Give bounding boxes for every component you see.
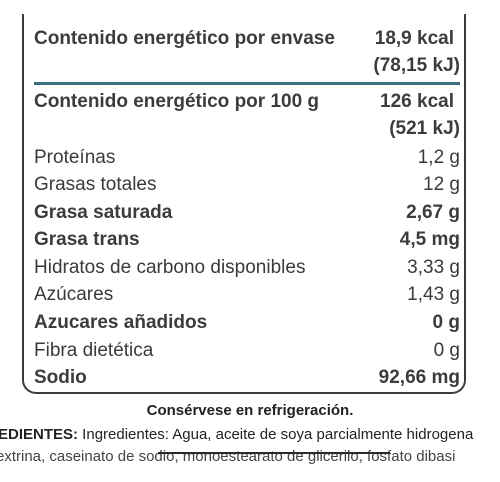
nutrient-row-grasas-totales: Grasas totales 12 g [34,173,460,197]
nutrient-row-sodio: Sodio 92,66 mg [34,366,460,390]
nutrient-label: Grasas totales [34,174,157,195]
nutrient-value: 2,67 g [406,202,460,223]
nutrient-row-proteinas: Proteínas 1,2 g [34,146,460,170]
energy-per-100g-kj: (521 kJ) [389,118,460,139]
nutrient-label: Sodio [34,367,87,388]
energy-per-100g-kcal: 126 kcal [380,91,454,112]
nutrition-table-frame [22,14,466,394]
nutrient-label: Azúcares [34,284,114,305]
nutrient-value: 0 g [432,312,460,333]
nutrient-row-hidratos: Hidratos de carbono disponibles 3,33 g [34,256,460,280]
nutrient-value: 12 g [423,174,460,195]
energy-per-pack-label: Contenido energético por envase [34,28,335,49]
nutrient-label: Grasa saturada [34,202,173,223]
ingredients-text: Ingredientes: Agua, aceite de soya parci… [78,426,474,443]
nutrient-value: 0 g [433,340,460,361]
ingredients-underline [158,452,390,454]
energy-per-100g-label: Contenido energético por 100 g [34,91,320,112]
energy-per-pack-kcal: 18,9 kcal [374,28,454,49]
nutrient-label: Hidratos de carbono disponibles [34,257,306,278]
nutrient-value: 1,2 g [417,147,460,168]
nutrient-value: 92,66 mg [378,367,460,388]
nutrient-row-grasa-trans: Grasa trans 4,5 mg [34,228,460,252]
ingredients-line-1: EDIENTES: Ingredientes: Agua, aceite de … [0,426,473,443]
nutrient-row-fibra: Fibra dietética 0 g [34,339,460,363]
storage-note: Consérvese en refrigeración. [146,402,354,419]
ingredients-heading: EDIENTES: [0,426,79,443]
nutrient-value: 3,33 g [407,257,460,278]
energy-per-pack-row: Contenido energético por envase 18,9 kca… [34,27,460,51]
ingredients-line-2: extrina, caseinato de sodio, monoesteara… [0,448,456,465]
nutrient-label: Grasa trans [34,229,140,250]
section-divider [34,82,460,85]
nutrient-value: 4,5 mg [399,229,460,250]
nutrient-row-azucares-anadidos: Azucares añadidos 0 g [34,311,460,335]
nutrient-label: Proteínas [34,147,116,168]
nutrient-label: Azucares añadidos [34,312,208,333]
energy-per-100g-row: Contenido energético por 100 g 126 kcal [34,90,460,114]
nutrient-row-grasa-saturada: Grasa saturada 2,67 g [34,201,460,225]
nutrient-row-azucares: Azúcares 1,43 g [34,283,460,307]
nutrient-value: 1,43 g [407,284,460,305]
energy-per-pack-kj: (78,15 kJ) [373,55,460,76]
nutrient-label: Fibra dietética [34,340,154,361]
